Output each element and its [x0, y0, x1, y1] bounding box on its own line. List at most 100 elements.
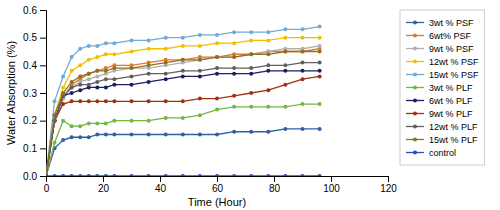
point	[46, 174, 48, 176]
point	[130, 83, 134, 87]
point	[130, 133, 134, 137]
point	[318, 44, 322, 48]
point	[46, 174, 48, 176]
point	[318, 74, 322, 78]
point	[318, 50, 322, 54]
point	[70, 80, 74, 84]
point	[181, 58, 185, 62]
series	[46, 47, 322, 176]
point	[266, 88, 270, 92]
tick-mark	[40, 148, 46, 149]
point	[95, 121, 99, 125]
point	[130, 66, 134, 70]
tick: 60	[212, 176, 224, 194]
legend-item: control	[406, 148, 456, 158]
point	[78, 88, 82, 92]
chart: 0204060801001200.00.10.20.30.40.50.6Time…	[0, 0, 500, 210]
series	[46, 44, 322, 176]
tick-label: 60	[212, 183, 224, 194]
point	[78, 174, 82, 176]
point	[78, 74, 82, 78]
point	[249, 30, 253, 34]
point	[112, 119, 116, 123]
legend-marker	[413, 138, 417, 142]
point	[104, 52, 108, 56]
line	[46, 71, 320, 176]
point	[266, 52, 270, 56]
point	[87, 135, 91, 139]
point	[283, 105, 287, 109]
point	[283, 174, 287, 176]
tick: 0	[44, 176, 50, 194]
point	[53, 141, 57, 145]
tick-mark	[388, 176, 389, 182]
tick-mark	[40, 121, 46, 122]
point	[266, 63, 270, 67]
point	[198, 174, 202, 176]
point	[130, 99, 134, 103]
legend: 3wt % PSF6wt% PSF9wt % PSF12wt % PSF15wt…	[400, 10, 485, 165]
series	[46, 69, 322, 176]
legend-marker	[413, 99, 417, 103]
point	[61, 102, 65, 106]
tick: 0.5	[23, 32, 46, 43]
point	[112, 77, 116, 81]
point	[61, 138, 65, 142]
point	[78, 83, 82, 87]
point	[318, 36, 322, 40]
point	[249, 52, 253, 56]
point	[215, 41, 219, 45]
tick-mark	[217, 176, 218, 182]
tick-label: 100	[323, 183, 340, 194]
point	[198, 97, 202, 101]
point	[181, 74, 185, 78]
point	[78, 63, 82, 67]
point	[87, 83, 91, 87]
x-axis-title: Time (Hour)	[188, 196, 246, 208]
point	[301, 27, 305, 31]
point	[266, 105, 270, 109]
point	[78, 124, 82, 128]
point	[61, 174, 65, 176]
legend-label: control	[429, 148, 456, 158]
line	[46, 76, 320, 176]
point	[283, 69, 287, 73]
line	[46, 104, 320, 176]
point	[249, 174, 253, 176]
point	[95, 44, 99, 48]
point	[112, 66, 116, 70]
point	[164, 77, 168, 81]
point	[318, 127, 322, 131]
tick-label: 20	[98, 183, 110, 194]
point	[232, 55, 236, 59]
tick-label: 40	[155, 183, 167, 194]
point	[70, 69, 74, 73]
point	[249, 72, 253, 76]
legend-label: 9wt % PSF	[429, 44, 474, 54]
legend-label: 6wt % PLF	[429, 96, 473, 106]
tick-label: 0.6	[23, 5, 37, 16]
point	[249, 52, 253, 56]
legend-marker	[413, 60, 417, 64]
point	[215, 55, 219, 59]
point	[283, 50, 287, 54]
point	[112, 83, 116, 87]
tick: 40	[155, 176, 167, 194]
series	[46, 174, 322, 176]
point	[232, 105, 236, 109]
point	[301, 102, 305, 106]
series	[46, 36, 322, 176]
legend-item: 3wt % PLF	[406, 83, 473, 93]
point	[46, 174, 48, 176]
point	[104, 133, 108, 137]
point	[181, 133, 185, 137]
point	[215, 55, 219, 59]
tick-label: 0.5	[23, 32, 37, 43]
point	[215, 108, 219, 112]
point	[147, 133, 151, 137]
tick-mark	[40, 65, 46, 66]
legend-item: 15wt % PSF	[406, 70, 479, 80]
point	[61, 119, 65, 123]
point	[104, 69, 108, 73]
tick-label: 0.4	[23, 60, 37, 71]
